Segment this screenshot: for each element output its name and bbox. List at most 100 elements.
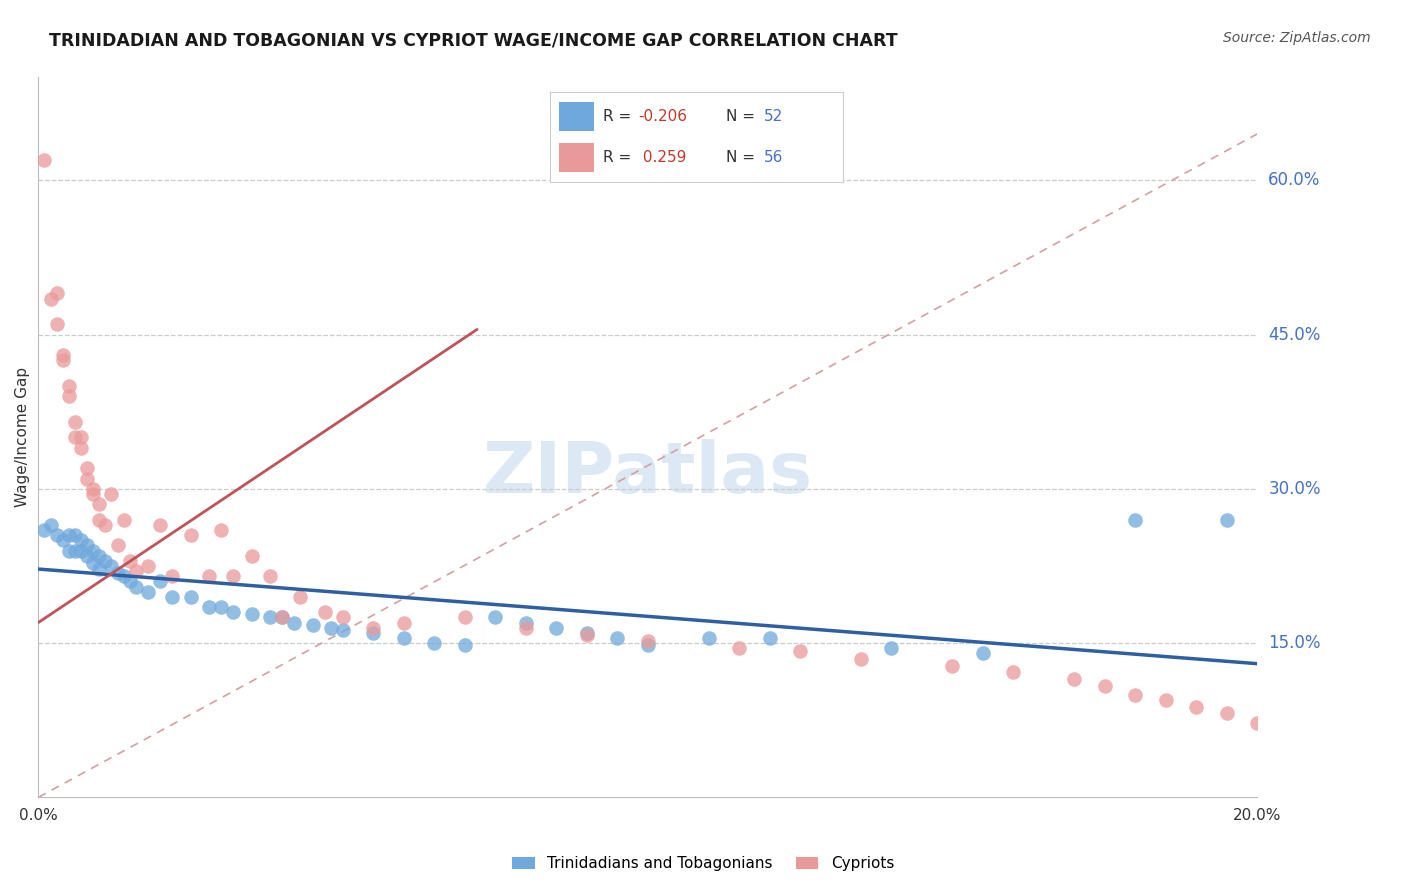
Point <box>454 638 477 652</box>
Point <box>301 617 323 632</box>
Point <box>112 569 135 583</box>
Point <box>606 631 628 645</box>
Point <box>162 569 184 583</box>
Point <box>58 528 80 542</box>
Point <box>198 600 221 615</box>
Point <box>89 549 111 563</box>
Point <box>575 628 598 642</box>
Point <box>107 538 129 552</box>
Point <box>1154 692 1177 706</box>
Point <box>697 631 720 645</box>
Point <box>314 605 336 619</box>
Text: 60.0%: 60.0% <box>1268 171 1320 189</box>
Point <box>1094 679 1116 693</box>
Point <box>363 621 385 635</box>
Text: ZIPatlas: ZIPatlas <box>482 439 813 508</box>
Point <box>271 610 294 624</box>
Point <box>94 517 117 532</box>
Point <box>70 533 93 548</box>
Point <box>63 430 86 444</box>
Point <box>45 528 67 542</box>
Text: Source: ZipAtlas.com: Source: ZipAtlas.com <box>1223 31 1371 45</box>
Point <box>34 153 56 167</box>
Y-axis label: Wage/Income Gap: Wage/Income Gap <box>15 368 30 508</box>
Point <box>972 646 994 660</box>
Point <box>1063 672 1085 686</box>
Point <box>136 584 159 599</box>
Point <box>76 538 98 552</box>
Point <box>637 638 659 652</box>
Point <box>89 513 111 527</box>
Point <box>332 610 354 624</box>
Point <box>70 543 93 558</box>
Text: TRINIDADIAN AND TOBAGONIAN VS CYPRIOT WAGE/INCOME GAP CORRELATION CHART: TRINIDADIAN AND TOBAGONIAN VS CYPRIOT WA… <box>49 31 898 49</box>
Point <box>1123 688 1146 702</box>
Point <box>58 543 80 558</box>
Point <box>180 590 202 604</box>
Point <box>1246 716 1268 731</box>
Point <box>58 389 80 403</box>
Point <box>515 615 537 630</box>
Point <box>125 564 148 578</box>
Point <box>880 641 903 656</box>
Point <box>484 610 506 624</box>
Point <box>82 482 104 496</box>
Point <box>1185 699 1208 714</box>
Point <box>107 566 129 581</box>
Point <box>849 651 872 665</box>
Point <box>1002 665 1025 679</box>
Point <box>271 610 294 624</box>
Point <box>209 600 232 615</box>
Point <box>45 286 67 301</box>
Point <box>789 644 811 658</box>
Point <box>319 621 342 635</box>
Point <box>118 574 141 589</box>
Point <box>728 641 751 656</box>
Point <box>52 533 75 548</box>
Point <box>546 621 568 635</box>
Point <box>758 631 780 645</box>
Point <box>76 471 98 485</box>
Text: 30.0%: 30.0% <box>1268 480 1320 498</box>
Text: 45.0%: 45.0% <box>1268 326 1320 343</box>
Point <box>63 415 86 429</box>
Point <box>180 528 202 542</box>
Point <box>89 497 111 511</box>
Point <box>70 441 93 455</box>
Point <box>222 605 245 619</box>
Point <box>515 621 537 635</box>
Point <box>125 580 148 594</box>
Point <box>240 549 263 563</box>
Point <box>136 558 159 573</box>
Point <box>76 461 98 475</box>
Point <box>63 528 86 542</box>
Point <box>76 549 98 563</box>
Point <box>118 554 141 568</box>
Point <box>198 569 221 583</box>
Point <box>363 625 385 640</box>
Point <box>39 292 62 306</box>
Point <box>45 318 67 332</box>
Point <box>89 562 111 576</box>
Point <box>58 379 80 393</box>
Point <box>259 569 281 583</box>
Point <box>1215 513 1237 527</box>
Point <box>941 658 963 673</box>
Point <box>575 625 598 640</box>
Point <box>82 487 104 501</box>
Point <box>392 631 415 645</box>
Point <box>637 634 659 648</box>
Point <box>1123 513 1146 527</box>
Point <box>94 554 117 568</box>
Point <box>454 610 477 624</box>
Point <box>162 590 184 604</box>
Point <box>70 430 93 444</box>
Point <box>149 574 172 589</box>
Point <box>222 569 245 583</box>
Point <box>63 543 86 558</box>
Point <box>100 487 122 501</box>
Point <box>82 556 104 570</box>
Point <box>332 623 354 637</box>
Text: 15.0%: 15.0% <box>1268 634 1320 652</box>
Point <box>39 517 62 532</box>
